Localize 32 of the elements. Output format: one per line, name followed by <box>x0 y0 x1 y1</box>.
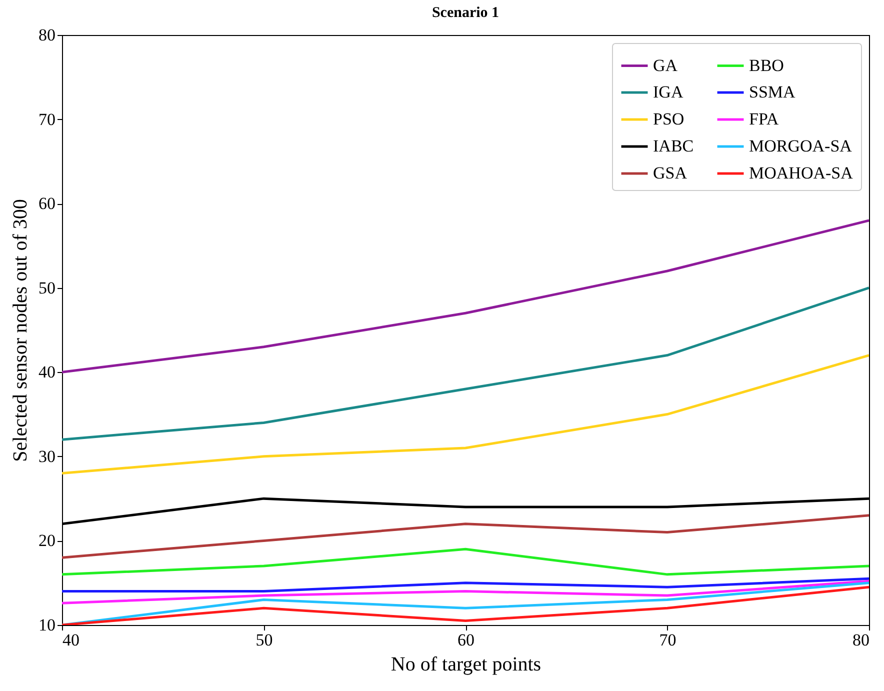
legend-label: MORGOA-SA <box>749 136 853 156</box>
y-tick-label: 20 <box>38 531 56 550</box>
y-tick-label: 60 <box>38 194 56 214</box>
x-tick-label: 70 <box>659 630 676 650</box>
y-tick-label: 80 <box>38 26 56 44</box>
y-tick-label: 50 <box>38 278 56 298</box>
x-tick-label: 50 <box>256 630 273 650</box>
x-tick-label: 40 <box>62 630 80 650</box>
y-tick-label: 10 <box>38 616 56 634</box>
chart-title: Scenario 1 <box>432 5 500 21</box>
legend-label: PSO <box>653 110 684 128</box>
x-axis-title: No of target points <box>390 654 542 676</box>
y-tick-label: 70 <box>38 110 56 129</box>
legend-label: GSA <box>653 164 688 182</box>
line-series <box>62 286 869 441</box>
legend-label: SSMA <box>749 82 796 102</box>
x-tick-label: 60 <box>458 630 474 650</box>
line-series <box>62 580 869 604</box>
x-tick-label: 80 <box>852 630 870 650</box>
legend-label: GA <box>653 56 678 75</box>
y-axis-title: Selected sensor nodes out of 300 <box>10 199 32 462</box>
legend-label: FPA <box>749 110 780 128</box>
legend-label: IGA <box>653 82 684 102</box>
y-tick-label: 40 <box>38 362 56 382</box>
legend-label: IABC <box>653 136 694 156</box>
legend-label: MOAHOA-SA <box>749 164 854 182</box>
line-series <box>62 514 869 559</box>
line-series <box>62 219 869 374</box>
line-series <box>62 354 869 475</box>
y-tick-label: 30 <box>38 446 56 466</box>
legend-label: BBO <box>749 56 784 75</box>
line-series <box>62 577 869 593</box>
